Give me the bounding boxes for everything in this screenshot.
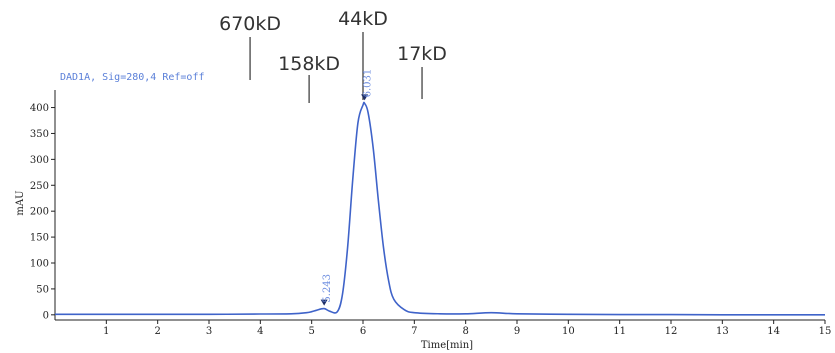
x-tick-label: 8	[462, 326, 468, 337]
mw-markers: 670kD 158kD 44kD 17kD	[219, 8, 447, 103]
y-tick-label: 100	[30, 259, 49, 270]
axis-ticks: 1 2 3 4 5 6 7 8 9 10 11 12 13 14 150501001502002503003…	[30, 103, 831, 337]
x-tick-label: 5	[308, 326, 314, 337]
y-axis-title: mAU	[15, 190, 26, 215]
peak-markers: 5.243 6.031	[320, 69, 374, 306]
y-tick-label: 200	[30, 207, 49, 218]
y-tick-label: 350	[30, 129, 49, 140]
x-tick-label: 14	[767, 326, 780, 337]
x-tick-label: 2	[154, 326, 160, 337]
mw-marker-label: 44kD	[338, 8, 388, 30]
y-tick-label: 150	[30, 233, 49, 244]
series-line	[55, 101, 825, 316]
plot-axes	[54, 90, 825, 321]
y-tick-label: 400	[30, 103, 49, 114]
y-tick-label: 250	[30, 181, 49, 192]
x-tick-label: 7	[411, 326, 417, 337]
x-tick-label: 6	[360, 326, 366, 337]
x-tick-label: 12	[665, 326, 678, 337]
y-tick-label: 50	[36, 284, 49, 295]
x-tick-label: 13	[716, 326, 729, 337]
peak-label: 5.243	[322, 274, 333, 303]
peak-marker	[320, 299, 328, 306]
x-tick-label: 11	[613, 326, 626, 337]
x-tick-label: 4	[257, 326, 263, 337]
x-tick-label: 3	[206, 326, 212, 337]
x-tick-label: 9	[514, 326, 520, 337]
mw-marker-label: 158kD	[278, 53, 340, 75]
x-tick-label: 15	[819, 326, 832, 337]
mw-marker-label: 17kD	[397, 43, 447, 65]
mw-marker-label: 670kD	[219, 13, 281, 35]
peak-label: 6.031	[363, 69, 374, 98]
x-tick-label: 10	[562, 326, 575, 337]
y-tick-label: 300	[30, 155, 49, 166]
peak-marker	[361, 94, 369, 101]
x-tick-label: 1	[103, 326, 109, 337]
signal-label: DAD1A, Sig=280,4 Ref=off	[60, 72, 205, 83]
x-axis-title: Time[min]	[421, 340, 473, 351]
y-tick-label: 0	[43, 310, 49, 321]
